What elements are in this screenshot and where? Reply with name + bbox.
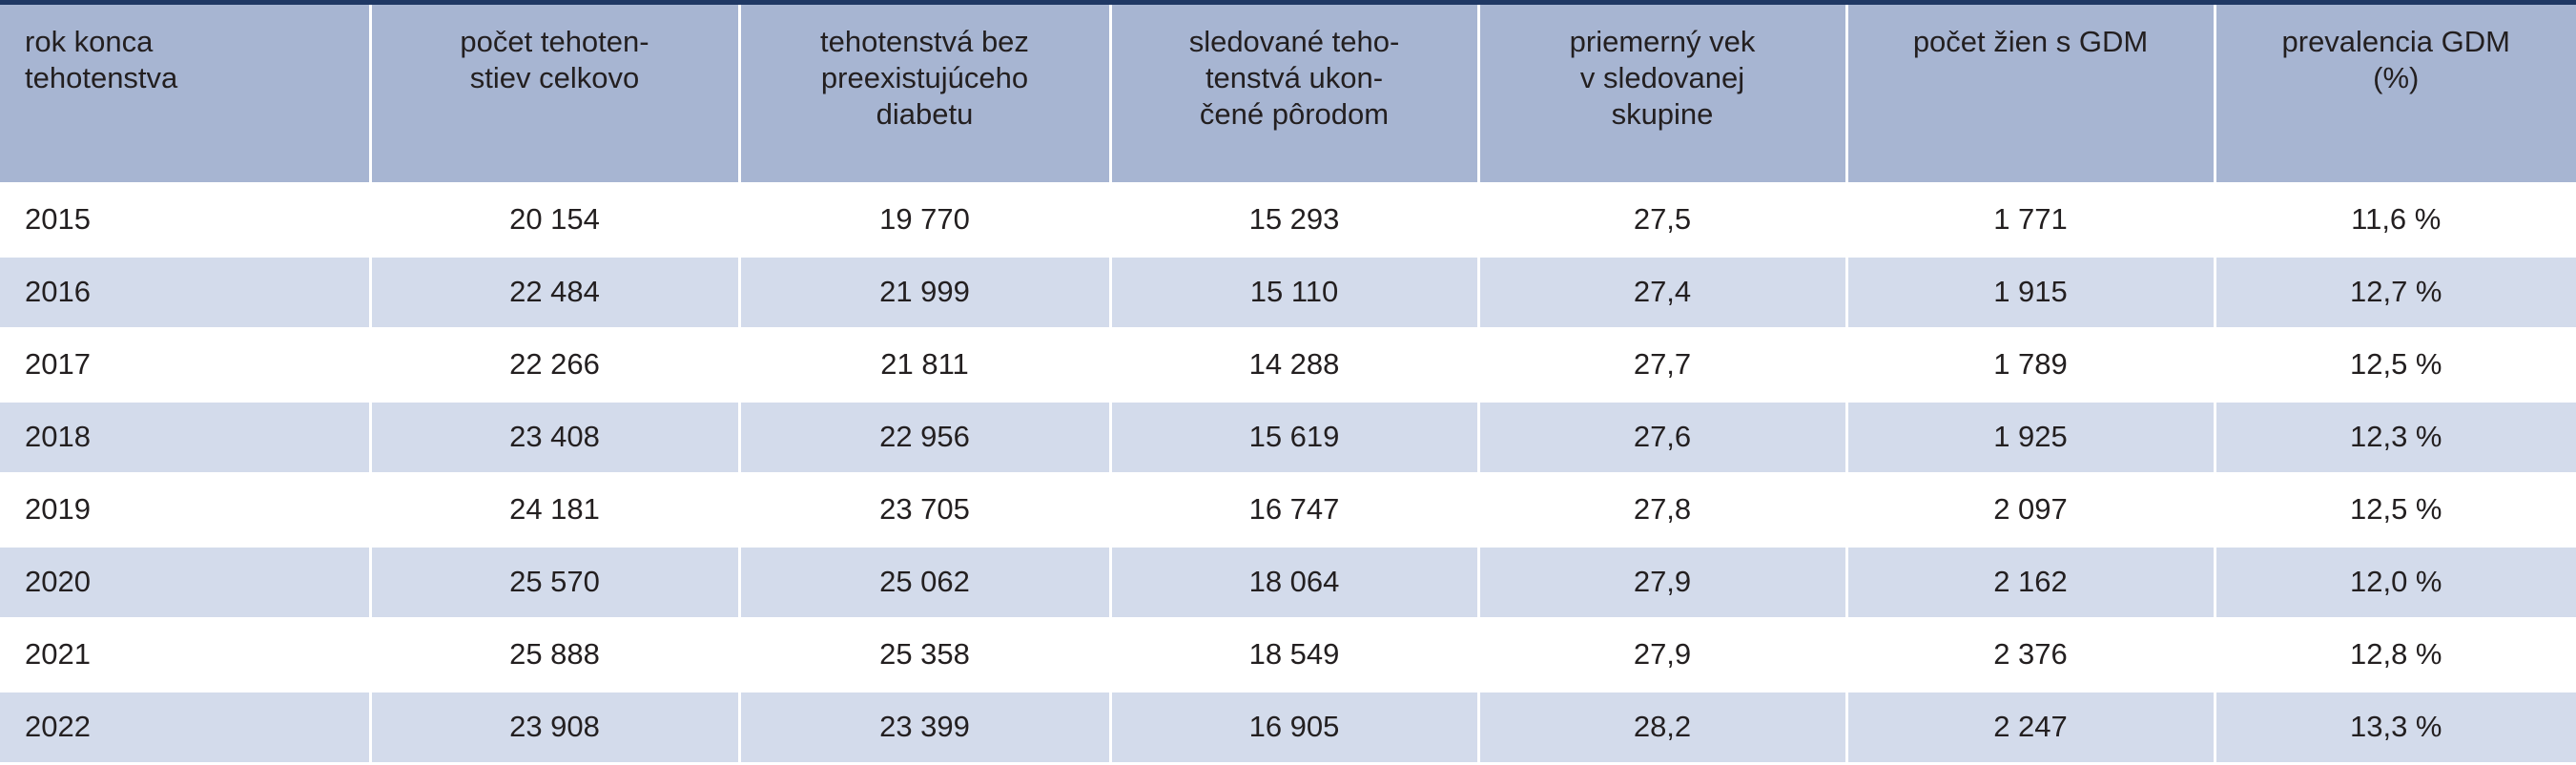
header-cell: priemerný vek v sledovanej skupine	[1476, 5, 1848, 185]
value-cell: 16 905	[1108, 691, 1480, 765]
table-body: 2015 20 154 19 770 15 293 27,5 1 771 11,6 % 201…	[0, 183, 2576, 765]
header-line: počet tehoten-	[460, 25, 649, 58]
value-cell: 23 908	[368, 691, 741, 765]
value-cell: 19 770	[737, 183, 1112, 258]
header-line: stiev celkovo	[469, 61, 640, 94]
value-cell: 2 376	[1844, 618, 2216, 693]
table-row: 2019 24 181 23 705 16 747 27,8 2 097 12,5 %	[0, 473, 2576, 548]
data-table: rok konca tehotenstva počet tehoten-stiev …	[0, 5, 2576, 765]
value-cell: 2 247	[1844, 691, 2216, 765]
header-line: sledované teho-	[1188, 25, 1400, 58]
header-cell: tehotenstvá bez preexistujúceho diabetu	[737, 5, 1112, 185]
header-line: tehotenstvá bez	[820, 25, 1029, 58]
value-cell: 20 154	[368, 183, 741, 258]
header-line: diabetu	[876, 97, 974, 131]
value-cell: 15 293	[1108, 183, 1480, 258]
header-line: rok konca	[25, 25, 154, 58]
table-header: rok konca tehotenstva počet tehoten-stiev …	[0, 5, 2576, 185]
value-cell: 18 549	[1108, 618, 1480, 693]
value-cell: 21 999	[737, 256, 1112, 330]
value-cell: 27,6	[1476, 401, 1848, 475]
value-cell: 15 110	[1108, 256, 1480, 330]
header-cell: sledované teho-tenstvá ukon-čené pôrodom	[1108, 5, 1480, 185]
header-cell: prevalencia GDM (%)	[2213, 5, 2576, 185]
value-cell: 21 811	[737, 328, 1112, 403]
value-cell: 12,3 %	[2213, 401, 2576, 475]
header-cell: počet tehoten-stiev celkovo	[368, 5, 741, 185]
header-line: v sledovanej	[1579, 61, 1745, 94]
value-cell: 24 181	[368, 473, 741, 548]
value-cell: 11,6 %	[2213, 183, 2576, 258]
value-cell: 12,7 %	[2213, 256, 2576, 330]
header-cell: rok konca tehotenstva	[0, 5, 372, 185]
header-line: počet žien s GDM	[1912, 25, 2149, 58]
value-cell: 12,5 %	[2213, 328, 2576, 403]
table-row: 2020 25 570 25 062 18 064 27,9 2 162 12,0 %	[0, 546, 2576, 620]
value-cell: 12,5 %	[2213, 473, 2576, 548]
year-cell: 2017	[0, 328, 372, 403]
table-row: 2017 22 266 21 811 14 288 27,7 1 789 12,5 %	[0, 328, 2576, 403]
value-cell: 2 162	[1844, 546, 2216, 620]
table-row: 2015 20 154 19 770 15 293 27,5 1 771 11,6 %	[0, 183, 2576, 258]
value-cell: 22 266	[368, 328, 741, 403]
table-row: 2021 25 888 25 358 18 549 27,9 2 376 12,8 %	[0, 618, 2576, 693]
value-cell: 27,4	[1476, 256, 1848, 330]
value-cell: 27,7	[1476, 328, 1848, 403]
table-row: 2018 23 408 22 956 15 619 27,6 1 925 12,3 %	[0, 401, 2576, 475]
value-cell: 1 915	[1844, 256, 2216, 330]
value-cell: 2 097	[1844, 473, 2216, 548]
value-cell: 14 288	[1108, 328, 1480, 403]
header-line: tehotenstva	[25, 61, 178, 94]
value-cell: 16 747	[1108, 473, 1480, 548]
value-cell: 22 956	[737, 401, 1112, 475]
table-row: 2022 23 908 23 399 16 905 28,2 2 247 13,3 %	[0, 691, 2576, 765]
header-line: tenstvá ukon-	[1205, 61, 1384, 94]
year-cell: 2018	[0, 401, 372, 475]
value-cell: 25 570	[368, 546, 741, 620]
header-row: rok konca tehotenstva počet tehoten-stiev …	[0, 5, 2576, 185]
value-cell: 23 408	[368, 401, 741, 475]
value-cell: 27,5	[1476, 183, 1848, 258]
value-cell: 23 705	[737, 473, 1112, 548]
value-cell: 27,8	[1476, 473, 1848, 548]
year-cell: 2021	[0, 618, 372, 693]
header-line: priemerný vek	[1569, 25, 1756, 58]
year-cell: 2020	[0, 546, 372, 620]
value-cell: 23 399	[737, 691, 1112, 765]
header-cell: počet žien s GDM	[1844, 5, 2216, 185]
value-cell: 15 619	[1108, 401, 1480, 475]
value-cell: 18 064	[1108, 546, 1480, 620]
value-cell: 1 789	[1844, 328, 2216, 403]
value-cell: 12,0 %	[2213, 546, 2576, 620]
header-line: (%)	[2373, 61, 2420, 94]
value-cell: 25 358	[737, 618, 1112, 693]
value-cell: 27,9	[1476, 618, 1848, 693]
year-cell: 2022	[0, 691, 372, 765]
value-cell: 25 062	[737, 546, 1112, 620]
value-cell: 12,8 %	[2213, 618, 2576, 693]
value-cell: 1 925	[1844, 401, 2216, 475]
year-cell: 2016	[0, 256, 372, 330]
header-line: skupine	[1611, 97, 1714, 131]
value-cell: 28,2	[1476, 691, 1848, 765]
value-cell: 13,3 %	[2213, 691, 2576, 765]
value-cell: 1 771	[1844, 183, 2216, 258]
table-row: 2016 22 484 21 999 15 110 27,4 1 915 12,7 %	[0, 256, 2576, 330]
value-cell: 22 484	[368, 256, 741, 330]
value-cell: 25 888	[368, 618, 741, 693]
year-cell: 2015	[0, 183, 372, 258]
header-line: preexistujúceho	[820, 61, 1029, 94]
year-cell: 2019	[0, 473, 372, 548]
header-line: prevalencia GDM	[2281, 25, 2510, 58]
value-cell: 27,9	[1476, 546, 1848, 620]
header-line: čené pôrodom	[1199, 97, 1390, 131]
